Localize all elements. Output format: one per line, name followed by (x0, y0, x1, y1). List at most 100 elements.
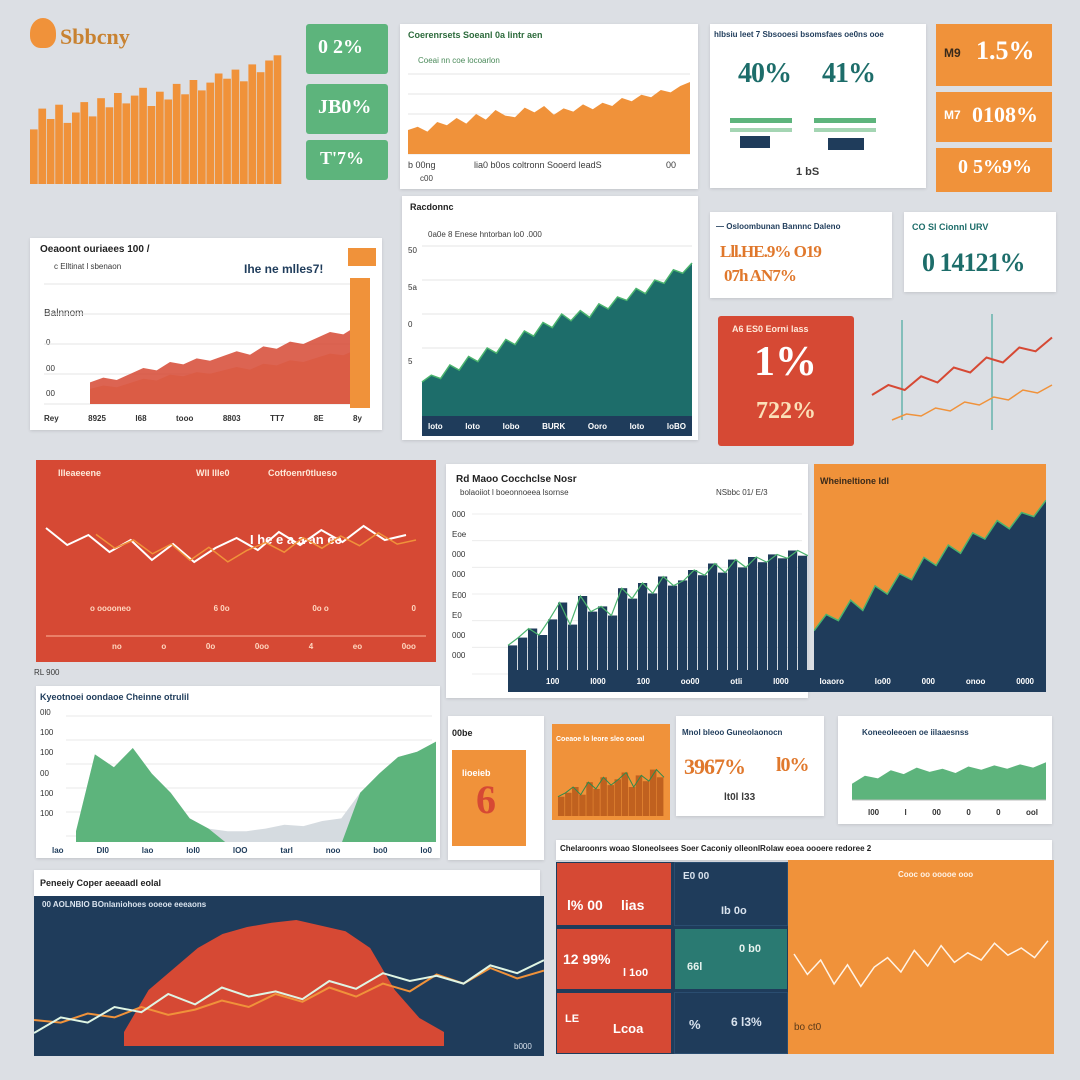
bar (668, 585, 678, 674)
panel-title: Koneeoleeoen oe iilaaesnss (862, 728, 969, 737)
y-tick: 00 (46, 363, 55, 373)
y-tick: 000 (452, 570, 466, 580)
bottom-left-title-bar: Peneeiy Coper aeeaadl eolal (34, 870, 540, 896)
bar (46, 119, 55, 184)
accent-bar (350, 278, 370, 408)
green-area-svg (40, 715, 440, 858)
teal-axis-bar (422, 416, 692, 436)
panel-footer: 1 bS (796, 166, 820, 178)
x-tick: 8E (313, 414, 324, 423)
top-gauges-panel: hlbsiu leet 7 Sbsooesi bsomsfaes oe0ns o… (710, 24, 926, 188)
bar (105, 107, 114, 184)
bar (518, 637, 528, 674)
bottom-left-chart-panel: 00 AOLNBIO BOnlaniohoes ooeoe eeeaons b0… (34, 896, 544, 1056)
y-tick: 00 (40, 768, 49, 778)
gauge-bar-4 (814, 128, 876, 132)
wave-marker: o ooooneo (90, 604, 131, 613)
bar (181, 94, 189, 184)
grid-cell-value: lias (621, 897, 645, 913)
grid-cell-value: 0 b0 (739, 943, 762, 955)
grid-cell: l% 00 lias (556, 862, 672, 926)
bar (198, 90, 206, 184)
bar (748, 557, 758, 674)
bar (214, 73, 223, 184)
teal-chart-panel: Racdonnc 0a0e 8 Enese hntorban lo0 .000 … (402, 196, 698, 440)
wave-marker: 0o o (312, 604, 329, 613)
grid-cell: 12 99% l 1o0 (556, 928, 672, 990)
y-tick: 5a (408, 283, 417, 292)
line-series (95, 531, 417, 563)
tile-label: lioeieb (462, 768, 491, 778)
bar (593, 788, 600, 816)
stat-pill-value: T'7% (320, 148, 365, 168)
area-series (408, 82, 690, 154)
y-tick: 100 (40, 808, 54, 818)
panel-title: Coerenrsets Soeanl 0a lintr aen (408, 30, 543, 40)
panel-subtitle: Coeai nn coe locoarlon (418, 56, 500, 65)
x-tick: tarl (280, 846, 293, 855)
x-tick: l68 (135, 414, 147, 423)
line-series (421, 262, 693, 383)
y-tick: Eoe (452, 530, 467, 540)
top-center-chart-svg (408, 73, 690, 155)
green-strip-svg (852, 762, 1046, 801)
bar (758, 562, 768, 674)
bar (206, 82, 215, 184)
bar (618, 588, 628, 674)
x-tick: loto (629, 422, 645, 431)
kpi-title: CO Sl Cionnl URV (912, 222, 989, 232)
green-strip-panel: Koneeoleeoen oe iilaaesnss l00 l 00 0 0 … (838, 716, 1052, 824)
x-axis-ticks: lao DI0 lao lol0 lOO tarl noo bo0 lo0 (52, 846, 432, 855)
footer-sub: c00 (420, 174, 433, 183)
stat-pill-1: 0 2% (306, 24, 388, 74)
panel-legend: c Elltinat l sbenaon (54, 262, 122, 271)
gauge-value-1: 40% (738, 58, 792, 89)
kpi-title: A6 ES0 Eorni lass (732, 324, 809, 334)
panel-title: Peneeiy Coper aeeaadl eolal (40, 878, 162, 888)
bar (649, 769, 657, 816)
y-axis-labels: 50 5a 0 5 (408, 246, 417, 366)
stat-pill-value: 0 2% (318, 36, 363, 58)
kpi-value-a: Lll.HE.9% O19 (720, 242, 822, 261)
x-tick: BURK (542, 422, 566, 431)
kpi-card-2: CO Sl Cionnl URV 0 14121% (904, 212, 1056, 292)
x-tick: bo0 (373, 846, 388, 855)
bar (273, 55, 282, 184)
panel-title: Cooc oo ooooe ooo (898, 870, 974, 879)
x-tick: lao (141, 846, 154, 855)
bar (600, 777, 607, 816)
mid-left-chart-panel: Oeaoont ouriaees 100 / c Elltinat l sben… (30, 238, 382, 430)
x-tick: lao (52, 846, 64, 855)
bar (256, 72, 265, 184)
floating-line-svg (871, 314, 1053, 430)
bar (130, 95, 139, 184)
grid-cell-value: 6 l3% (731, 1015, 762, 1029)
stat-tile-1: M9 1.5% (936, 24, 1052, 86)
center-main-chart-svg (472, 513, 808, 675)
green-area-panel: Kyeotnoei oondaoe Cheinne otrulil 0l0 10… (36, 686, 440, 858)
top-center-chart-panel: Coerenrsets Soeanl 0a lintr aen Coeai nn… (400, 24, 698, 189)
small-bars-svg (557, 768, 665, 816)
bar (608, 615, 618, 674)
panel-title-b: WlI lIIe0 (196, 468, 230, 478)
grid-cell-value: 12 99% (563, 951, 611, 967)
bottom-grid-title-bar: Chelaroonrs woao Sloneolsees Soer Caconi… (556, 840, 1052, 860)
x-axis-ticks: loto loto lobo BURK Ooro loto loBO (428, 422, 686, 431)
bar (578, 596, 588, 674)
footer-right: 00 (666, 160, 677, 170)
y-axis-labels: 0l0 100 100 00 100 100 (40, 708, 53, 818)
kpi-value: 1% (754, 339, 817, 385)
x-tick: lOO (232, 846, 248, 855)
line-series (814, 499, 1046, 632)
area-series (76, 741, 436, 844)
stat-tile-value: 0108% (972, 102, 1038, 127)
bar (658, 576, 668, 674)
bar (678, 580, 688, 674)
x-tick: TT7 (270, 414, 285, 423)
bar (147, 106, 156, 184)
bar (38, 108, 47, 184)
grid-cell-value: E0 00 (683, 871, 710, 882)
panel-title: Rd Maoo Cocchclse Nosr (456, 474, 577, 485)
panel-title: hlbsiu leet 7 Sbsooesi bsomsfaes oe0ns o… (714, 30, 884, 39)
area-series (124, 920, 444, 1046)
